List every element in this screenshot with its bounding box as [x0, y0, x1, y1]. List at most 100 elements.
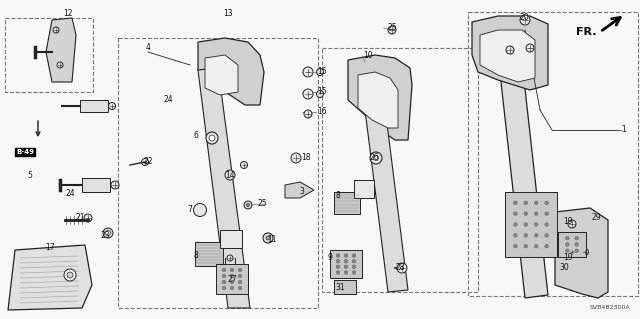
Circle shape — [514, 201, 517, 204]
Text: 20: 20 — [519, 13, 529, 23]
Text: SVB4B2300A: SVB4B2300A — [589, 305, 630, 310]
Circle shape — [344, 271, 348, 274]
Circle shape — [317, 69, 323, 76]
Circle shape — [352, 254, 356, 257]
Circle shape — [534, 234, 538, 237]
Circle shape — [545, 244, 548, 248]
Bar — [354, 180, 374, 198]
Text: 7: 7 — [188, 205, 193, 214]
Text: 30: 30 — [559, 263, 569, 272]
Circle shape — [336, 265, 340, 269]
Text: 29: 29 — [591, 213, 601, 222]
Text: 12: 12 — [63, 10, 73, 19]
Polygon shape — [198, 68, 250, 308]
Polygon shape — [8, 245, 92, 310]
Circle shape — [534, 244, 538, 248]
Polygon shape — [480, 30, 535, 82]
Circle shape — [263, 233, 273, 243]
Circle shape — [206, 132, 218, 144]
Circle shape — [222, 268, 226, 272]
Bar — [118, 38, 318, 308]
Circle shape — [111, 181, 119, 189]
Circle shape — [506, 46, 514, 54]
Bar — [80, 100, 108, 112]
Circle shape — [336, 259, 340, 263]
Bar — [558, 232, 586, 257]
Circle shape — [524, 212, 527, 215]
Circle shape — [64, 269, 76, 281]
Circle shape — [568, 220, 576, 228]
Circle shape — [524, 234, 527, 237]
Circle shape — [534, 201, 538, 204]
Polygon shape — [205, 55, 238, 95]
Circle shape — [397, 263, 407, 273]
Text: 24: 24 — [163, 95, 173, 105]
Text: 26: 26 — [369, 153, 379, 162]
Circle shape — [374, 155, 378, 160]
Text: 9: 9 — [328, 254, 332, 263]
Circle shape — [575, 243, 579, 246]
Circle shape — [53, 27, 59, 33]
Text: 15: 15 — [317, 87, 327, 97]
Bar — [220, 230, 242, 248]
Bar — [505, 192, 557, 257]
Text: 3: 3 — [300, 188, 305, 197]
Circle shape — [575, 236, 579, 240]
Polygon shape — [472, 16, 548, 90]
Circle shape — [84, 214, 92, 222]
Circle shape — [352, 271, 356, 274]
Polygon shape — [46, 18, 76, 82]
Text: 18: 18 — [301, 153, 311, 162]
Circle shape — [514, 234, 517, 237]
Text: 4: 4 — [145, 43, 150, 53]
Circle shape — [222, 280, 226, 284]
Text: 27: 27 — [227, 276, 237, 285]
Circle shape — [566, 249, 569, 253]
Text: 31: 31 — [335, 284, 345, 293]
Circle shape — [524, 201, 527, 204]
Text: 19: 19 — [563, 218, 573, 226]
Polygon shape — [198, 38, 264, 105]
Circle shape — [566, 243, 569, 246]
Circle shape — [304, 110, 312, 118]
Text: 8: 8 — [335, 191, 340, 201]
Circle shape — [109, 102, 115, 109]
Circle shape — [141, 159, 148, 166]
Bar — [334, 280, 356, 294]
Bar — [334, 192, 360, 214]
Circle shape — [388, 26, 396, 34]
Circle shape — [230, 286, 234, 290]
Circle shape — [103, 228, 113, 238]
Text: 13: 13 — [223, 10, 233, 19]
Circle shape — [238, 280, 242, 284]
Text: B-49: B-49 — [16, 149, 34, 155]
Circle shape — [514, 212, 517, 215]
Text: 23: 23 — [100, 231, 110, 240]
Circle shape — [222, 274, 226, 278]
Circle shape — [230, 274, 234, 278]
Polygon shape — [495, 26, 548, 298]
Text: 19: 19 — [563, 254, 573, 263]
Text: 22: 22 — [143, 158, 153, 167]
Circle shape — [57, 62, 63, 68]
Text: 6: 6 — [193, 131, 198, 140]
Bar — [322, 48, 478, 292]
Text: 11: 11 — [268, 235, 276, 244]
Circle shape — [344, 259, 348, 263]
Circle shape — [582, 249, 589, 256]
Text: 1: 1 — [621, 125, 627, 135]
Text: 17: 17 — [45, 243, 55, 253]
Text: B-49: B-49 — [16, 149, 34, 155]
Circle shape — [575, 249, 579, 253]
Circle shape — [534, 223, 538, 226]
Circle shape — [193, 204, 207, 217]
Circle shape — [545, 223, 548, 226]
Circle shape — [230, 280, 234, 284]
Text: 5: 5 — [28, 170, 33, 180]
Circle shape — [344, 254, 348, 257]
Circle shape — [238, 268, 242, 272]
Circle shape — [246, 204, 250, 206]
Text: 25: 25 — [387, 24, 397, 33]
Polygon shape — [358, 72, 398, 128]
Circle shape — [244, 201, 252, 209]
